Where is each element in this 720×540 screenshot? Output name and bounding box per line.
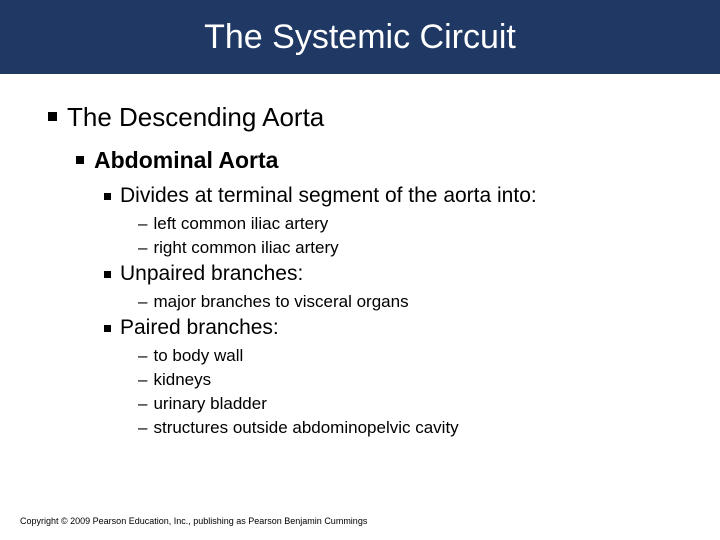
dash-icon: –	[138, 214, 147, 234]
dash-icon: –	[138, 238, 147, 258]
heading-level-2: Abdominal Aorta	[76, 147, 692, 174]
bullet-level-3: Paired branches:	[104, 316, 692, 340]
section-1-item-b: right common iliac artery	[153, 238, 338, 258]
section-2-head: Unpaired branches:	[120, 262, 303, 286]
bullet-square-icon	[104, 193, 111, 200]
content-area: The Descending Aorta Abdominal Aorta Div…	[0, 74, 720, 438]
heading-1-text: The Descending Aorta	[67, 102, 324, 133]
bullet-level-4: – right common iliac artery	[138, 238, 692, 258]
dash-icon: –	[138, 394, 147, 414]
title-bar: The Systemic Circuit	[0, 0, 720, 74]
bullet-level-4: – to body wall	[138, 346, 692, 366]
section-1-item-a: left common iliac artery	[153, 214, 328, 234]
dash-icon: –	[138, 346, 147, 366]
section-3-item-a: to body wall	[153, 346, 243, 366]
heading-2-text: Abdominal Aorta	[94, 147, 278, 174]
bullet-level-4: – urinary bladder	[138, 394, 692, 414]
bullet-level-3: Unpaired branches:	[104, 262, 692, 286]
bullet-square-icon	[104, 271, 111, 278]
slide: The Systemic Circuit The Descending Aort…	[0, 0, 720, 540]
dash-icon: –	[138, 370, 147, 390]
section-3-item-d: structures outside abdominopelvic cavity	[153, 418, 458, 438]
section-3-head: Paired branches:	[120, 316, 279, 340]
dash-icon: –	[138, 292, 147, 312]
section-3-item-c: urinary bladder	[153, 394, 266, 414]
bullet-square-icon	[104, 325, 111, 332]
bullet-level-4: – structures outside abdominopelvic cavi…	[138, 418, 692, 438]
bullet-level-3: Divides at terminal segment of the aorta…	[104, 184, 692, 208]
dash-icon: –	[138, 418, 147, 438]
copyright-footer: Copyright © 2009 Pearson Education, Inc.…	[20, 516, 367, 526]
bullet-square-icon	[76, 156, 84, 164]
bullet-level-4: – major branches to visceral organs	[138, 292, 692, 312]
bullet-square-icon	[48, 112, 57, 121]
bullet-level-4: – left common iliac artery	[138, 214, 692, 234]
section-1-head: Divides at terminal segment of the aorta…	[120, 184, 537, 208]
section-2-item-a: major branches to visceral organs	[153, 292, 408, 312]
bullet-level-4: – kidneys	[138, 370, 692, 390]
section-3-item-b: kidneys	[153, 370, 211, 390]
slide-title: The Systemic Circuit	[204, 18, 516, 57]
heading-level-1: The Descending Aorta	[48, 102, 692, 133]
